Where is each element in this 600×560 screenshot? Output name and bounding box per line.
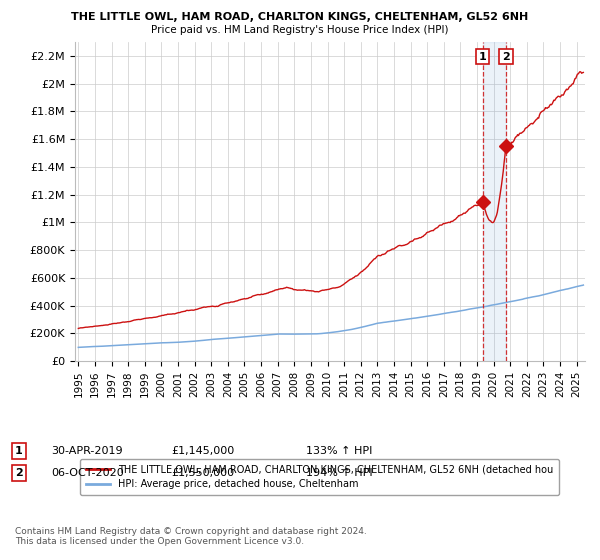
Text: Contains HM Land Registry data © Crown copyright and database right 2024.
This d: Contains HM Land Registry data © Crown c… xyxy=(15,526,367,546)
Text: 194% ↑ HPI: 194% ↑ HPI xyxy=(306,468,373,478)
Text: £1,145,000: £1,145,000 xyxy=(171,446,234,456)
Bar xyxy=(482,42,506,361)
Legend: THE LITTLE OWL, HAM ROAD, CHARLTON KINGS, CHELTENHAM, GL52 6NH (detached hou, HP: THE LITTLE OWL, HAM ROAD, CHARLTON KINGS… xyxy=(80,459,559,495)
Text: 1: 1 xyxy=(479,52,487,62)
Text: 06-OCT-2020: 06-OCT-2020 xyxy=(51,468,124,478)
Text: 1: 1 xyxy=(15,446,23,456)
Text: 133% ↑ HPI: 133% ↑ HPI xyxy=(306,446,373,456)
Text: £1,550,000: £1,550,000 xyxy=(171,468,234,478)
Text: 2: 2 xyxy=(502,52,510,62)
Text: THE LITTLE OWL, HAM ROAD, CHARLTON KINGS, CHELTENHAM, GL52 6NH: THE LITTLE OWL, HAM ROAD, CHARLTON KINGS… xyxy=(71,12,529,22)
Text: 2: 2 xyxy=(15,468,23,478)
Text: 30-APR-2019: 30-APR-2019 xyxy=(51,446,122,456)
Text: Price paid vs. HM Land Registry's House Price Index (HPI): Price paid vs. HM Land Registry's House … xyxy=(151,25,449,35)
